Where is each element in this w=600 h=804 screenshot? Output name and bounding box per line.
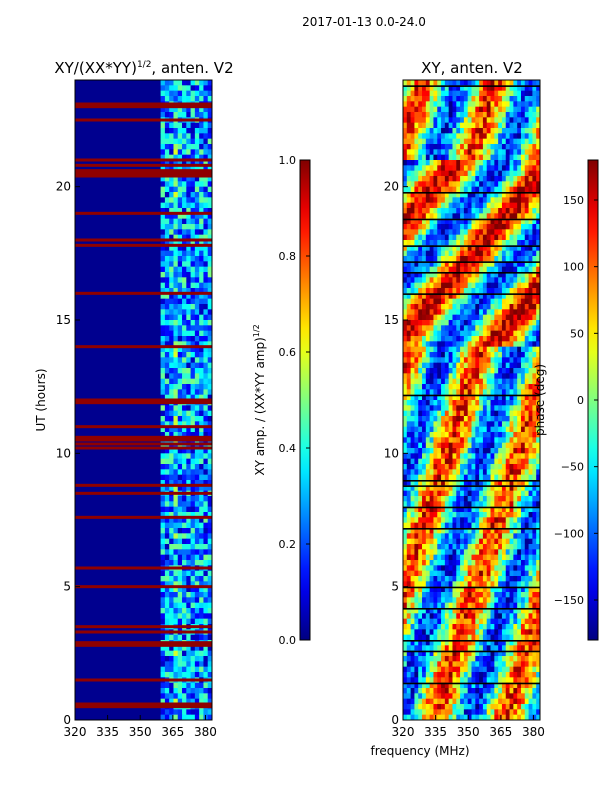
colorbar-tick-label: 100 <box>563 261 584 274</box>
colorbar-tick-label: 0.0 <box>279 634 297 647</box>
phase-panel-title: XY, anten. V2 <box>421 59 523 77</box>
amp-y-axis-label: UT (hours) <box>34 368 48 431</box>
y-tick-label: 5 <box>391 580 399 594</box>
y-tick-label: 5 <box>63 580 71 594</box>
x-tick-label: 365 <box>161 725 184 739</box>
colorbar-tick-label: 0.8 <box>279 250 297 263</box>
colorbar-tick-label: 50 <box>570 327 584 340</box>
flagged-row <box>75 175 212 178</box>
flagged-row <box>75 436 212 439</box>
x-tick-label: 335 <box>424 725 447 739</box>
flagged-row <box>75 244 212 247</box>
colorbar-tick-label: −50 <box>561 461 584 474</box>
frequency-axis-label: frequency (MHz) <box>370 744 469 758</box>
phase-gap-line <box>403 395 540 397</box>
x-tick-label: 335 <box>96 725 119 739</box>
flagged-row <box>75 159 212 162</box>
y-tick-label: 10 <box>56 446 71 460</box>
flagged-row <box>75 164 212 167</box>
amp-panel: XY/(XX*YY)1/2, anten. V2 320 335 350 365 380… <box>34 59 234 739</box>
flagged-row <box>75 443 212 446</box>
colorbar-tick-label: 0.6 <box>279 346 297 359</box>
x-tick-label: 380 <box>522 725 545 739</box>
flagged-row <box>75 447 212 450</box>
phase-gap-line <box>403 272 540 274</box>
figure-suptitle: 2017-01-13 0.0-24.0 <box>302 15 426 29</box>
phase-gap-line <box>403 293 540 295</box>
phase-gap-line <box>403 245 540 247</box>
flagged-row <box>75 169 212 172</box>
phase-gap-line <box>403 608 540 610</box>
flagged-row <box>75 484 212 487</box>
x-tick-label: 320 <box>64 725 87 739</box>
flagged-row <box>75 292 212 295</box>
colorbar-tick-label: 0.4 <box>279 442 297 455</box>
flagged-row <box>75 567 212 570</box>
flagged-row <box>75 172 212 175</box>
phase-gap-line <box>403 219 540 221</box>
amp-colorbar: 0.0 0.2 0.4 0.6 0.8 1.0 XY amp. / (XX*YY amp)… <box>252 154 310 647</box>
y-tick-label: 20 <box>56 180 71 194</box>
colorbar-tick-label: 0.2 <box>279 538 297 551</box>
flagged-row <box>75 212 212 215</box>
flagged-row <box>75 425 212 428</box>
x-tick-label: 350 <box>457 725 480 739</box>
x-tick-label: 320 <box>392 725 415 739</box>
flagged-row <box>75 625 212 628</box>
phase-gap-line <box>403 480 540 482</box>
colorbar-tick-label: 150 <box>563 194 584 207</box>
phase-colorbar: −150 −100 −50 0 50 100 150 <box>554 160 598 640</box>
amp-colorbar-label: XY amp. / (XX*YY amp)1/2 <box>252 324 267 475</box>
colorbar-tick-label: −100 <box>554 527 584 540</box>
y-tick-label: 15 <box>384 313 399 327</box>
flagged-row <box>75 705 212 708</box>
phase-gap-line <box>403 528 540 530</box>
phase-gap-line <box>403 640 540 642</box>
flagged-row <box>75 239 212 242</box>
phase-panel: XY, anten. V2 320 335 350 365 380 0 5 10 15 20 f… <box>370 59 547 758</box>
flagged-row <box>75 703 212 706</box>
phase-gap-line <box>403 587 540 589</box>
flagged-row <box>75 641 212 644</box>
phase-gap-line <box>403 261 540 263</box>
x-tick-label: 380 <box>194 725 217 739</box>
flagged-row <box>75 631 212 634</box>
flagged-row <box>75 105 212 108</box>
flagged-row <box>75 119 212 122</box>
amp-colorbar-gradient <box>300 160 310 640</box>
amp-panel-title: XY/(XX*YY)1/2, anten. V2 <box>54 59 233 77</box>
y-tick-label: 0 <box>63 713 71 727</box>
flagged-row <box>75 103 212 106</box>
flagged-row <box>75 399 212 402</box>
colorbar-tick-label: −150 <box>554 594 584 607</box>
y-tick-label: 10 <box>384 446 399 460</box>
x-tick-label: 365 <box>489 725 512 739</box>
flagged-row <box>75 679 212 682</box>
colorbar-tick-label: 1.0 <box>279 154 297 167</box>
flagged-row <box>75 401 212 404</box>
y-tick-label: 15 <box>56 313 71 327</box>
amp-plot-area <box>75 80 212 720</box>
y-tick-label: 0 <box>391 713 399 727</box>
phase-gap-line <box>403 485 540 487</box>
x-tick-label: 350 <box>129 725 152 739</box>
flagged-row <box>75 492 212 495</box>
flagged-row <box>75 516 212 519</box>
phase-gap-line <box>403 85 540 87</box>
phase-plot-area <box>403 80 540 720</box>
phase-axis-label: phase (deg) <box>533 364 547 436</box>
phase-gap-line <box>403 507 540 509</box>
flagged-row <box>75 439 212 442</box>
phase-gap-line <box>403 683 540 685</box>
phase-gap-line <box>403 192 540 194</box>
phase-gap-line <box>403 651 540 653</box>
flagged-row <box>75 585 212 588</box>
flagged-row <box>75 644 212 647</box>
colorbar-tick-label: 0 <box>577 394 584 407</box>
flagged-row <box>75 345 212 348</box>
y-tick-label: 20 <box>384 180 399 194</box>
